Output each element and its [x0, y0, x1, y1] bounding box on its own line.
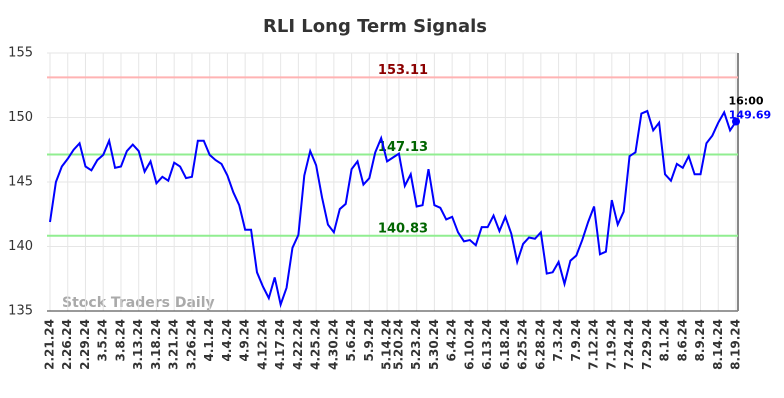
x-tick-label: 3.21.24 [167, 319, 181, 370]
signal-label: 140.83 [378, 221, 428, 236]
last-time-label: 16:00 [728, 94, 763, 107]
x-tick-label: 7.24.24 [622, 319, 636, 370]
x-tick-label: 4.25.24 [309, 319, 323, 370]
x-tick-label: 8.19.24 [729, 319, 743, 370]
x-tick-label: 5.14.24 [380, 319, 394, 370]
x-tick-label: 8.6.24 [675, 319, 689, 362]
y-tick-label: 135 [8, 304, 33, 319]
x-tick-label: 2.21.24 [43, 319, 57, 370]
y-tick-label: 145 [8, 175, 33, 190]
y-tick-label: 140 [8, 239, 33, 254]
signal-label: 153.11 [378, 63, 428, 78]
x-tick-label: 7.19.24 [604, 319, 618, 370]
x-tick-label: 4.22.24 [291, 319, 305, 370]
x-tick-label: 7.12.24 [587, 319, 601, 370]
last-point [732, 117, 740, 126]
y-tick-label: 150 [8, 110, 33, 125]
x-tick-label: 6.28.24 [533, 319, 547, 370]
x-tick-label: 3.13.24 [131, 319, 145, 370]
x-tick-label: 6.13.24 [480, 319, 494, 370]
x-tick-label: 3.18.24 [149, 319, 163, 370]
x-tick-label: 4.9.24 [238, 319, 252, 362]
y-tick-label: 155 [8, 46, 33, 61]
signal-label: 147.13 [378, 140, 428, 155]
x-tick-label: 3.5.24 [96, 319, 110, 362]
x-tick-label: 7.29.24 [640, 319, 654, 370]
x-tick-label: 7.3.24 [551, 319, 565, 362]
x-tick-label: 5.6.24 [344, 319, 358, 362]
x-tick-label: 5.30.24 [427, 319, 441, 370]
x-tick-label: 3.8.24 [113, 319, 127, 362]
x-tick-label: 4.30.24 [326, 319, 340, 370]
x-tick-label: 2.26.24 [60, 319, 74, 370]
x-tick-label: 2.29.24 [78, 319, 92, 370]
x-tick-label: 4.1.24 [202, 319, 216, 362]
x-tick-label: 6.18.24 [498, 319, 512, 370]
x-tick-label: 8.9.24 [693, 319, 707, 362]
x-tick-label: 5.23.24 [409, 319, 423, 370]
chart-title: RLI Long Term Signals [263, 16, 487, 37]
x-tick-label: 6.25.24 [516, 319, 530, 370]
x-tick-label: 6.4.24 [445, 319, 459, 362]
x-tick-label: 6.10.24 [462, 319, 476, 370]
x-tick-label: 8.1.24 [658, 319, 672, 362]
x-tick-label: 5.9.24 [362, 319, 376, 362]
price-line [49, 109, 737, 309]
x-tick-label: 5.20.24 [391, 319, 405, 370]
x-tick-label: 8.14.24 [711, 319, 725, 370]
x-tick-label: 7.9.24 [569, 319, 583, 362]
x-tick-label: 4.4.24 [220, 319, 234, 362]
last-value-label: 149.69 [729, 108, 771, 121]
x-tick-label: 3.26.24 [184, 319, 198, 370]
x-tick-label: 4.12.24 [255, 319, 269, 370]
x-tick-label: 4.17.24 [273, 319, 287, 370]
